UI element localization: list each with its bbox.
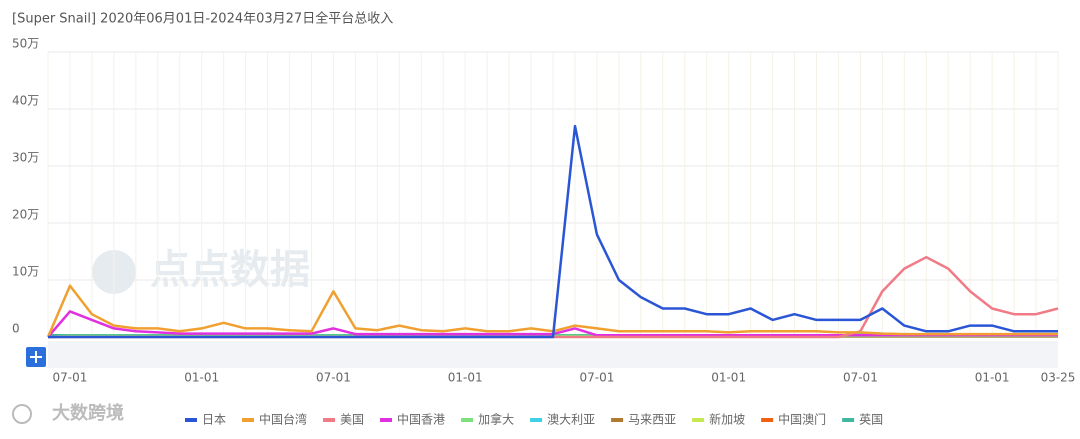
watermark: 点点数据	[150, 247, 310, 293]
legend-label: 中国台湾	[259, 412, 307, 427]
legend-label: 新加坡	[709, 412, 745, 427]
x-tick-label: 01-01	[184, 371, 219, 385]
legend-label: 澳大利亚	[547, 413, 595, 427]
y-tick-label: 0	[12, 322, 20, 336]
x-tick-label: 07-01	[316, 371, 351, 385]
zoom-slider[interactable]	[48, 341, 1058, 368]
series-line	[48, 124, 1058, 339]
y-tick-label: 20万	[12, 208, 39, 222]
plot: 0 10万 20万 30万 40万 50万 07-01 01-01 07-01 01-01 07-0…	[12, 37, 1075, 385]
brand-text: 大数跨境	[52, 402, 124, 424]
x-tick-label: 01-01	[448, 371, 483, 385]
x-tick-label: 07-01	[579, 371, 614, 385]
legend-label: 美国	[340, 413, 364, 427]
y-tick-label: 50万	[12, 37, 39, 51]
legend-label: 中国澳门	[778, 412, 826, 427]
plus-icon	[30, 351, 42, 363]
y-tick-label: 40万	[12, 94, 39, 108]
x-tick-label: 01-01	[975, 371, 1010, 385]
brand-logo	[12, 404, 32, 424]
legend-label: 加拿大	[478, 412, 514, 427]
legend-label: 日本	[202, 413, 226, 427]
x-tick-label: 07-01	[843, 371, 878, 385]
legend-label: 马来西亚	[628, 413, 676, 427]
x-tick-label: 01-01	[711, 371, 746, 385]
legend-label: 英国	[859, 413, 883, 427]
y-tick-label: 10万	[12, 265, 39, 279]
x-tick-label: 07-01	[53, 371, 88, 385]
x-tick-label: 03-25	[1041, 371, 1076, 385]
legend: 日本 中国台湾 美国 中国香港 加拿大 澳大利亚 马来西亚 新加坡 中国澳门 英国	[185, 412, 883, 427]
y-tick-label: 30万	[12, 151, 39, 165]
chart-title: [Super Snail] 2020年06月01日-2024年03月27日全平台…	[12, 11, 393, 27]
legend-label: 中国香港	[397, 412, 445, 427]
